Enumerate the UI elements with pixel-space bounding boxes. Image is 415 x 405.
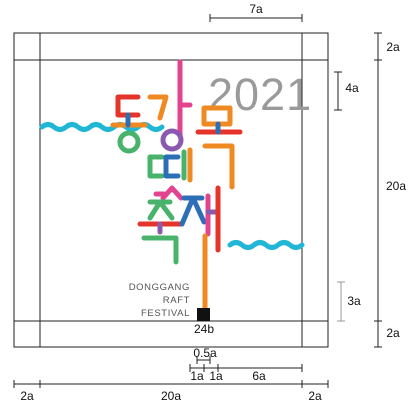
right-wave	[227, 240, 305, 250]
eng-line-3: FESTIVAL	[141, 308, 190, 319]
dim-bottom-mid-label: 20a	[161, 389, 181, 403]
glyph-dong	[110, 94, 148, 154]
dim-detail-mid-label: 0.5a	[193, 346, 217, 360]
dim-right-top-label: 2a	[386, 40, 400, 54]
dim-year-label: 4a	[345, 81, 359, 95]
dim-right-bottom-label: 2a	[386, 326, 400, 340]
dim-bottom: 2a 20a 2a	[13, 380, 329, 403]
dim-right: 2a 20a 2a 4a 3a	[334, 32, 406, 348]
dim-detail-6a-label: 6a	[252, 369, 266, 383]
glyph-gang	[147, 59, 193, 152]
eng-line-2: RAFT	[163, 295, 190, 306]
dim-eng-label: 3a	[347, 294, 361, 308]
dim-anchor-label: 24b	[194, 322, 214, 336]
grid-frame	[13, 32, 329, 348]
dim-bottom-left-label: 2a	[20, 389, 34, 403]
glyph-chuk	[137, 191, 185, 265]
anchor-square	[197, 308, 210, 321]
korean-logotype	[110, 59, 243, 313]
dim-detail: 0.5a 1a 1a 6a	[189, 346, 303, 383]
eng-line-1: DONGGANG	[129, 282, 190, 293]
dim-top-label: 7a	[249, 2, 263, 16]
glyph-je	[179, 185, 221, 253]
dim-detail-1a-left-label: 1a	[190, 369, 204, 383]
outer-frame	[13, 32, 329, 348]
dim-top: 7a	[209, 2, 303, 22]
english-wordmark: DONGGANG RAFT FESTIVAL	[129, 282, 190, 319]
glyph-mok	[195, 105, 243, 190]
dim-bottom-right-label: 2a	[308, 389, 322, 403]
dim-right-main-label: 20a	[386, 179, 406, 193]
year-text: 2021	[208, 69, 312, 120]
glyph-ttet	[147, 147, 193, 201]
dim-detail-1a-right-label: 1a	[209, 369, 223, 383]
